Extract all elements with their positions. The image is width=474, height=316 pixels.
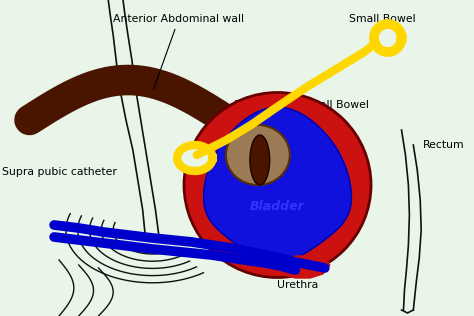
Polygon shape [251,256,330,278]
Polygon shape [204,107,351,263]
Polygon shape [177,145,212,171]
Text: Rectum: Rectum [423,140,465,150]
Ellipse shape [250,135,270,185]
Ellipse shape [184,93,371,277]
Ellipse shape [226,125,290,185]
Text: Bladder: Bladder [250,200,305,213]
Text: Small Bowel: Small Bowel [349,14,416,24]
Text: Urethra: Urethra [277,280,318,290]
Text: Mesentry of Small Bowel: Mesentry of Small Bowel [234,100,369,110]
Text: Supra pubic catheter: Supra pubic catheter [2,167,117,177]
Text: Anterior Abdominal wall: Anterior Abdominal wall [113,14,244,89]
